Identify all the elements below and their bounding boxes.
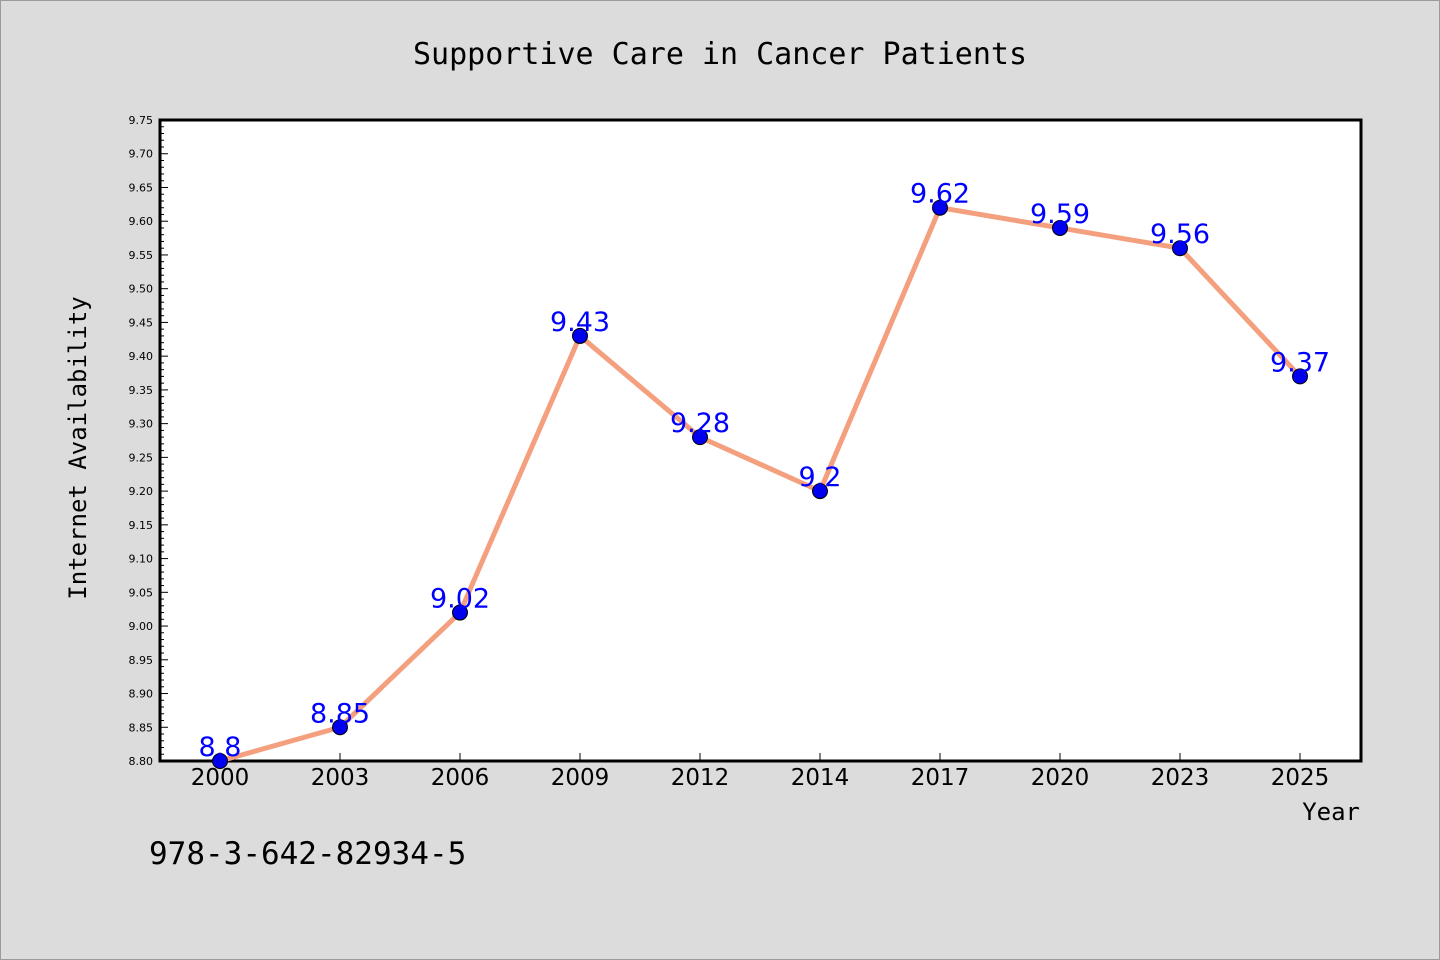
footer-isbn: 978-3-642-82934-5 [149, 836, 466, 872]
y-tick-label: 9.65 [129, 181, 154, 194]
x-tick-label: 2020 [1031, 765, 1090, 791]
plot-area [158, 118, 1363, 763]
y-axis: 8.80 8.85 8.90 8.95 9.00 9.05 9.10 9.15 9.20 9.25… [129, 114, 168, 768]
x-tick-label: 2000 [191, 765, 250, 791]
data-point [1172, 240, 1188, 257]
data-label: 9.02 [430, 584, 490, 615]
x-tick-label: 2012 [671, 765, 730, 791]
data-label: 9.59 [1030, 199, 1090, 230]
x-tick-label: 2023 [1151, 765, 1210, 791]
data-label: 8.8 [199, 732, 242, 763]
data-label: 9.56 [1150, 219, 1210, 250]
x-tick-label: 2003 [311, 765, 370, 791]
data-label: 9.2 [799, 462, 842, 493]
y-tick-label: 9.60 [129, 215, 154, 228]
y-tick-label: 9.15 [129, 519, 154, 532]
y-tick-label: 9.00 [129, 620, 154, 633]
y-tick-label: 9.30 [129, 418, 154, 431]
y-tick-label: 9.70 [129, 148, 154, 161]
y-tick-label: 8.85 [129, 721, 154, 734]
y-tick-label: 9.75 [129, 114, 154, 127]
y-tick-label: 9.10 [129, 553, 154, 566]
y-axis-label: Internet Availability [64, 296, 92, 599]
y-tick-label: 9.35 [129, 384, 154, 397]
y-tick-label: 9.20 [129, 485, 154, 498]
data-point [212, 753, 228, 769]
data-point [692, 429, 708, 446]
x-axis-label: Year [1302, 798, 1360, 826]
x-tick-label: 2006 [431, 765, 490, 791]
data-label: 9.28 [670, 408, 730, 439]
data-point [1052, 219, 1068, 236]
series-line [217, 205, 1303, 764]
x-tick-label: 2025 [1271, 765, 1330, 791]
chart-title: Supportive Care in Cancer Patients [413, 37, 1027, 72]
x-tick-label: 2017 [911, 765, 970, 791]
y-tick-label: 8.80 [129, 755, 154, 768]
data-point [932, 199, 948, 216]
series-line-group: 8.8 8.85 9.02 9.43 9.28 9.2 9.62 9.59 9.56 9.37 [199, 179, 1330, 769]
x-axis: 2000 2003 2006 2009 2012 2014 2017 2020 2023 2025 [191, 753, 1330, 791]
data-label: 8.85 [310, 698, 370, 729]
y-tick-label: 9.40 [129, 350, 154, 363]
data-point [812, 483, 828, 500]
data-point [332, 719, 348, 736]
x-tick-label: 2014 [791, 765, 850, 791]
y-tick-label: 9.50 [129, 283, 154, 296]
data-point [1292, 368, 1308, 385]
y-tick-label: 9.45 [129, 316, 154, 329]
y-tick-label: 9.05 [129, 586, 154, 599]
y-tick-label: 9.55 [129, 249, 154, 262]
x-tick-label: 2009 [551, 765, 610, 791]
y-tick-label: 9.25 [129, 451, 154, 464]
y-tick-label: 8.90 [129, 688, 154, 701]
y-tick-label: 8.95 [129, 654, 154, 667]
data-label: 9.43 [550, 307, 610, 338]
data-point [572, 327, 588, 344]
data-label: 9.62 [910, 179, 970, 210]
data-point [452, 604, 468, 621]
data-label: 9.37 [1270, 347, 1330, 378]
